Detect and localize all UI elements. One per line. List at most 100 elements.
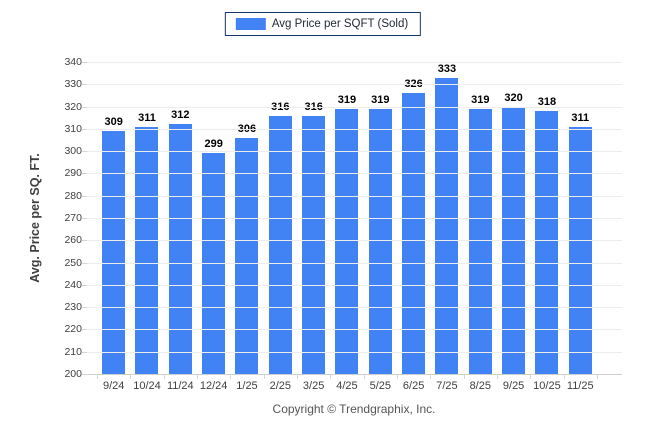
bar-value-label: 319 (371, 93, 390, 106)
bar-cell-6/25: 326 (397, 62, 430, 374)
y-tick-210 (82, 351, 87, 353)
bar-cell-11/24: 312 (164, 62, 197, 374)
gridline-320 (87, 106, 622, 108)
gridline-220 (87, 329, 622, 331)
y-axis-tick-label: 310 (64, 122, 82, 135)
legend-label: Avg Price per SQFT (Sold) (271, 18, 409, 30)
gridline-210 (87, 351, 622, 353)
bar-value-label: 333 (437, 62, 457, 75)
x-axis-tick-label: 7/25 (436, 380, 458, 392)
y-tick-230 (82, 307, 87, 309)
bar-10/24 (135, 126, 159, 374)
bar-cell-10/24: 311 (130, 62, 163, 374)
y-axis-tick-label: 260 (64, 234, 82, 247)
bar-value-label: 326 (404, 78, 423, 91)
gridline-300 (87, 151, 622, 153)
x-tick (230, 375, 232, 379)
y-tick-270 (82, 218, 87, 219)
bar-cell-12/24: 299 (197, 62, 230, 374)
bar-value-label: 306 (237, 122, 257, 135)
gridline-330 (87, 84, 622, 86)
y-tick-200 (82, 374, 87, 375)
x-tick (530, 375, 532, 379)
y-tick-250 (82, 262, 87, 264)
bar-value-label: 299 (204, 138, 223, 151)
bar-10/25 (535, 111, 559, 374)
bar-6/25 (402, 93, 426, 374)
bar-cell-1/25: 306 (230, 62, 263, 374)
bar-cell-9/24: 309 (97, 62, 130, 374)
x-axis-tick-label: 5/25 (369, 380, 391, 392)
gridline-340 (87, 62, 622, 63)
copyright-text: Copyright © Trendgraphix, Inc. (272, 402, 436, 416)
bar-value-label: 311 (571, 111, 590, 124)
x-tick (463, 375, 465, 379)
legend-swatch (235, 18, 266, 30)
x-tick (430, 375, 432, 379)
bar-12/24 (202, 153, 226, 374)
x-axis-tick-label: 10/24 (133, 380, 161, 392)
y-axis-tick-label: 340 (64, 56, 82, 68)
x-tick (97, 375, 98, 379)
bar-cell-11/25: 311 (564, 62, 597, 374)
x-axis-labels: 9/24 10/24 11/24 12/24 1/25 2/25 3/25 4/25 5/25 6… (97, 380, 597, 392)
gridline-230 (87, 307, 622, 309)
bar-value-label: 320 (504, 91, 523, 104)
bar-4/25 (335, 108, 359, 374)
x-axis-tick-label: 8/25 (469, 380, 491, 392)
bar-value-label: 311 (138, 111, 156, 124)
gridline-240 (87, 284, 622, 286)
plot-area: 309 311 312 299 306 316 316 319 319 326 333 319 320 3… (64, 56, 622, 380)
y-tick-310 (82, 128, 87, 130)
gridline-280 (87, 195, 622, 197)
x-tick (130, 375, 132, 379)
bar-9/24 (102, 131, 126, 374)
x-axis-tick-label: 3/25 (302, 380, 325, 392)
x-axis-tick-label: 6/25 (402, 380, 425, 392)
y-tick-330 (82, 84, 87, 86)
gridline-200 (87, 374, 622, 375)
y-axis-tick-label: 240 (64, 278, 82, 291)
x-tick (197, 375, 198, 379)
y-tick-260 (82, 240, 87, 242)
x-tick (297, 375, 298, 379)
x-tick (497, 375, 498, 379)
x-axis-tick-label: 2/25 (269, 380, 292, 392)
x-tick (163, 375, 165, 379)
y-tick-340 (82, 62, 87, 63)
bar-1/25 (235, 137, 259, 374)
x-axis-tick-label: 11/25 (566, 380, 594, 392)
x-axis-tick-label: 10/25 (533, 380, 561, 392)
bar-value-label: 316 (304, 100, 323, 113)
x-tick (363, 375, 365, 379)
y-tick-280 (82, 195, 87, 197)
y-axis-tick-label: 220 (64, 323, 82, 336)
x-tick (397, 375, 398, 379)
bar-cell-10/25: 318 (530, 62, 563, 374)
y-axis-tick-label: 330 (64, 78, 82, 91)
y-axis-tick-label: 210 (64, 345, 82, 358)
bar-8/25 (468, 108, 492, 374)
x-tick (597, 375, 598, 379)
bar-value-label: 316 (271, 100, 290, 113)
gridline-310 (87, 128, 622, 130)
bar-11/24 (168, 124, 192, 374)
y-tick-320 (82, 106, 87, 108)
gridline-250 (87, 262, 622, 264)
y-tick-290 (82, 173, 87, 175)
gridline-270 (87, 218, 622, 219)
y-tick-300 (82, 151, 87, 153)
y-tick-240 (82, 284, 87, 286)
y-axis-tick-label: 280 (64, 189, 82, 202)
y-axis-tick-label: 290 (64, 167, 82, 180)
x-tick (563, 375, 565, 379)
bar-value-label: 319 (337, 93, 357, 106)
x-tick (263, 375, 265, 379)
x-axis-tick-label: 9/25 (502, 380, 525, 392)
bar-cell-2/25: 316 (264, 62, 297, 374)
y-axis-tick-label: 270 (64, 212, 82, 224)
bar-2/25 (268, 115, 292, 374)
bar-11/25 (568, 126, 592, 374)
bar-cell-3/25: 316 (297, 62, 330, 374)
